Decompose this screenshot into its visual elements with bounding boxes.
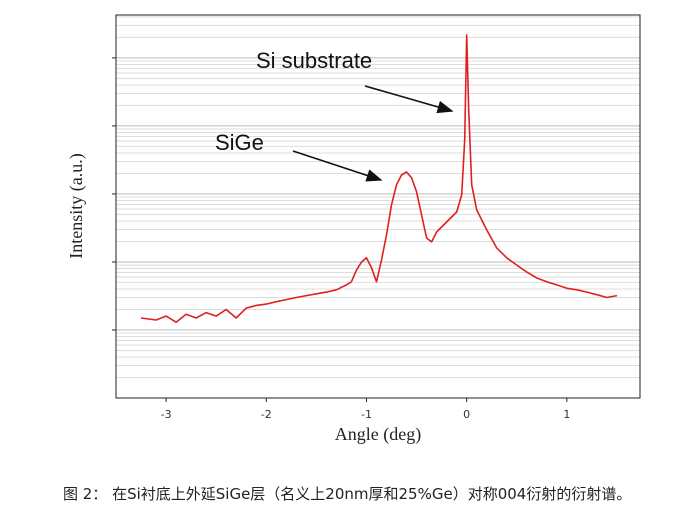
plot-frame <box>115 14 641 399</box>
grid <box>112 16 640 379</box>
annotation: Si substrate <box>256 48 372 73</box>
x-tick-label: -1 <box>361 408 372 421</box>
x-tick-label: 0 <box>463 408 470 421</box>
plot: -3 -2 -1 0 1 <box>140 34 618 421</box>
caption: 图 2： 在Si衬底上外延SiGe层（名义上20nm厚和25%Ge）对称004衍… <box>63 485 631 503</box>
y-axis-label: Intensity (a.u.) <box>66 153 87 258</box>
x-tick-label: -2 <box>261 408 272 421</box>
arrow <box>364 85 454 114</box>
x-tick-label: -3 <box>161 408 172 421</box>
x-tick-label: 1 <box>563 408 570 421</box>
arrow <box>292 150 383 182</box>
data-line <box>140 34 618 323</box>
annotation: SiGe <box>215 130 264 155</box>
x-axis-label: Angle (deg) <box>335 424 421 445</box>
